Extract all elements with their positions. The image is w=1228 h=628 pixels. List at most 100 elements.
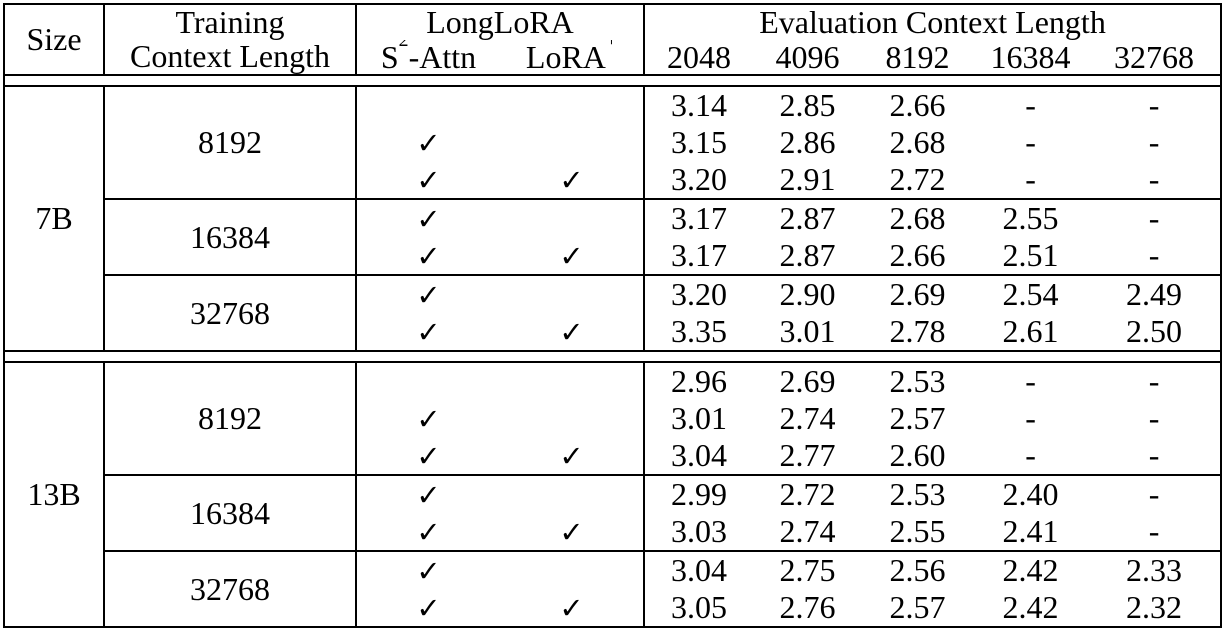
eval-context-header: Evaluation Context Length (643, 4, 1222, 40)
ppl-value-cell: 2.60 (889, 437, 946, 474)
table-row: 16384 ✓ 2.99 2.72 2.53 2.40 - (4, 474, 1222, 552)
s2attn-check-cell: ✓ (356, 589, 500, 627)
eval-length-header: 16384 (990, 39, 1071, 75)
ppl-value-cell: 2.68 (862, 198, 974, 238)
s2attn-check-cell: ✓ (356, 198, 500, 238)
ppl-value-cell: - (1148, 87, 1160, 124)
lora-plus-header: LoRA+ (525, 39, 618, 75)
s2attn-check-cell: ✓ (356, 161, 500, 199)
checkmark-icon: ✓ (416, 202, 441, 237)
ppl-value-cell: 3.35 (643, 313, 754, 352)
checkmark-icon: ✓ (559, 163, 584, 198)
ppl-value-cell: 2.42 (973, 550, 1089, 590)
ppl-value-cell: - (1148, 363, 1160, 400)
ppl-value-cell: 2.76 (779, 589, 836, 626)
lora-check-cell: ✓ (500, 313, 644, 351)
training-length-cell: 8192 (103, 86, 357, 200)
ppl-value-cell: 2.96 (643, 362, 754, 401)
ppl-value-cell: 3.01 (643, 400, 754, 438)
ppl-value-cell: 3.01 (779, 313, 836, 350)
ppl-value-cell: 3.20 (643, 161, 754, 200)
table-row: ✓ 3.01 2.74 2.57 - - (4, 400, 1221, 438)
ppl-value-cell: 2.54 (973, 274, 1089, 314)
checkmark-icon: ✓ (559, 591, 584, 626)
s2attn-check-cell: ✓ (356, 237, 500, 275)
ppl-value-cell: 2.91 (779, 161, 836, 198)
ppl-value-cell: - (1088, 198, 1222, 238)
ppl-value-cell: 3.04 (643, 550, 754, 590)
checkmark-icon: ✓ (416, 591, 441, 626)
checkmark-icon: ✓ (416, 515, 441, 550)
ppl-value-cell: 2.72 (753, 474, 863, 514)
training-length-cell: 16384 (103, 474, 357, 552)
ppl-value-cell: 2.85 (779, 87, 836, 124)
ppl-value-cell: 2.99 (643, 474, 754, 514)
results-table: Size Training Context Length LongLoRA Ev… (3, 3, 1223, 628)
table-row: 7B 8192 3.14 2.85 2.66 - - (4, 86, 1221, 352)
table-row: ✓ 3.15 2.86 2.68 - - (4, 124, 1221, 162)
ppl-value-cell: 3.03 (643, 513, 754, 552)
lora-check-cell (500, 86, 644, 124)
ppl-value-cell: - (1148, 513, 1160, 550)
ppl-value-cell: 2.56 (862, 550, 974, 590)
eval-length-header: 2048 (643, 39, 754, 76)
ppl-value-cell: 3.14 (643, 86, 754, 125)
s2attn-check-cell (356, 86, 500, 124)
ppl-value-cell: 3.04 (643, 437, 754, 476)
lora-check-cell: ✓ (500, 589, 644, 627)
ppl-value-cell: 2.66 (889, 237, 946, 274)
header-double-rule (4, 74, 1222, 88)
checkmark-icon: ✓ (416, 126, 441, 161)
ppl-value-cell: 2.57 (889, 589, 946, 626)
ppl-value-cell: - (1148, 237, 1160, 274)
training-header-line1: Training (175, 4, 285, 40)
training-length-cell: 8192 (103, 362, 357, 476)
ppl-value-cell: - (1148, 437, 1160, 474)
training-context-header: Training Context Length (103, 4, 357, 76)
s2attn-check-cell: ✓ (356, 474, 500, 514)
size-cell: 13B (4, 362, 105, 628)
eval-length-header: 32768 (1114, 39, 1195, 75)
table-row: 32768 ✓ 3.04 2.75 2.56 2.42 2.33 (4, 550, 1222, 628)
checkmark-icon: ✓ (416, 439, 441, 474)
ppl-value-cell: - (1148, 161, 1160, 198)
table-row: ✓ ✓ 3.35 3.01 2.78 2.61 2.50 (4, 313, 1221, 352)
ppl-value-cell: - (1025, 363, 1036, 400)
checkmark-icon: ✓ (416, 163, 441, 198)
checkmark-icon: ✓ (416, 478, 441, 513)
ppl-value-cell: - (1148, 400, 1160, 437)
ppl-value-cell: - (1025, 161, 1036, 198)
ppl-value-cell: 2.74 (779, 400, 836, 437)
ppl-value-cell: 2.49 (1088, 274, 1222, 314)
ppl-value-cell: 2.40 (973, 474, 1089, 514)
ppl-value-cell: 2.86 (779, 124, 836, 161)
ppl-value-cell: 2.78 (889, 313, 946, 350)
s2attn-check-cell: ✓ (356, 274, 500, 314)
checkmark-icon: ✓ (416, 239, 441, 274)
table-row: 32768 ✓ 3.20 2.90 2.69 2.54 2.49 (4, 274, 1222, 352)
lora-check-cell: ✓ (500, 437, 644, 475)
s2attn-check-cell: ✓ (356, 400, 500, 437)
checkmark-icon: ✓ (416, 278, 441, 313)
ppl-value-cell: 3.05 (643, 589, 754, 628)
table-row: ✓ ✓ 3.20 2.91 2.72 - - (4, 161, 1221, 200)
lora-check-cell: ✓ (500, 513, 644, 551)
ppl-value-cell: 2.33 (1088, 550, 1222, 590)
lora-check-cell: ✓ (500, 161, 644, 199)
table-row: ✓ ✓ 3.17 2.87 2.66 2.51 - (4, 237, 1221, 276)
s2attn-header: S2-Attn (355, 39, 500, 76)
ppl-value-cell: 3.17 (643, 198, 754, 238)
ppl-value-cell: 2.42 (1002, 589, 1059, 626)
ppl-value-cell: 2.61 (1002, 313, 1059, 350)
lora-check-cell (500, 550, 645, 590)
ppl-value-cell: 2.53 (889, 363, 946, 400)
section-double-rule (4, 350, 1222, 364)
ppl-value-cell: 3.15 (643, 124, 754, 162)
checkmark-icon: ✓ (559, 439, 584, 474)
ppl-value-cell: 2.87 (753, 198, 863, 238)
table-row: ✓ ✓ 3.05 2.76 2.57 2.42 2.32 (4, 589, 1221, 628)
s2attn-check-cell: ✓ (356, 550, 500, 590)
ppl-value-cell: 3.20 (643, 274, 754, 314)
checkmark-icon: ✓ (416, 402, 441, 437)
ppl-value-cell: 2.55 (973, 198, 1089, 238)
